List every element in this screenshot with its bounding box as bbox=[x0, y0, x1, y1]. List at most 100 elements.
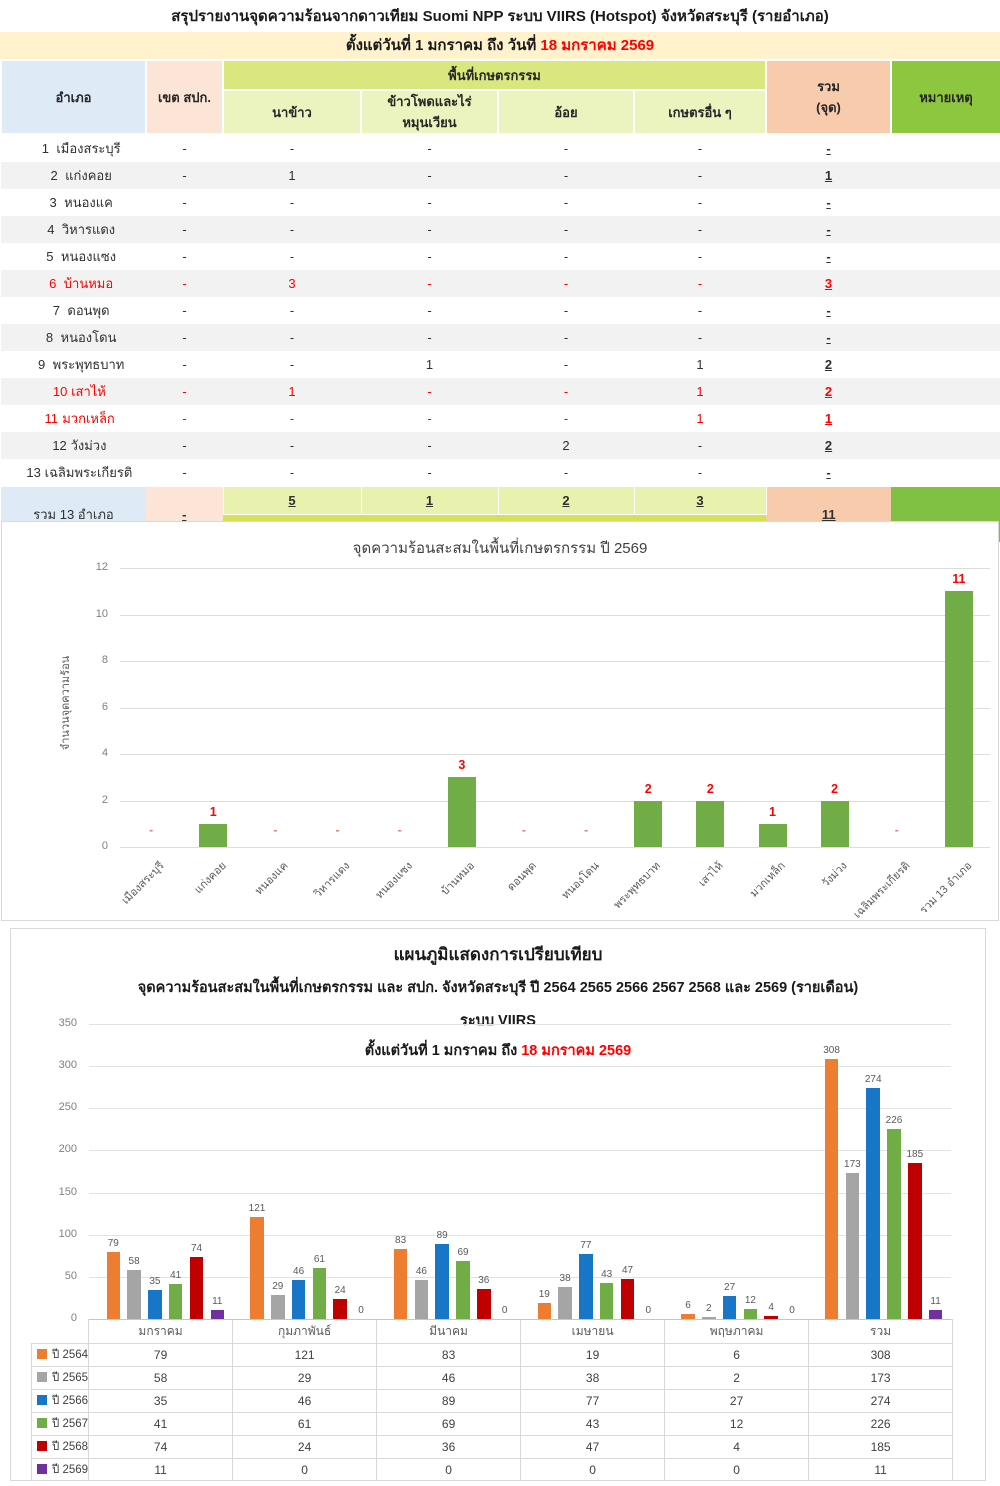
agri-value-cell: - bbox=[361, 216, 498, 243]
district-name-cell: 4 วิหารแดง bbox=[1, 216, 146, 243]
district-name-cell: 8 หนองโดน bbox=[1, 324, 146, 351]
gridline bbox=[120, 847, 990, 848]
agri-value-cell: - bbox=[697, 303, 703, 318]
bar-value-label: 83 bbox=[395, 1235, 407, 1246]
bar-value-label: 2 bbox=[706, 781, 714, 796]
legend-swatch-icon bbox=[37, 1441, 47, 1451]
bar-value-label: 58 bbox=[128, 1256, 140, 1268]
bar-value-label: 46 bbox=[293, 1266, 305, 1278]
agri-value-cell: - bbox=[563, 249, 569, 264]
row-total-cell[interactable]: 1 bbox=[766, 405, 891, 432]
row-total-cell[interactable]: 1 bbox=[766, 162, 891, 189]
district-row: 7 ดอนพุด - - - - - - bbox=[1, 297, 1000, 324]
district-row: 8 หนองโดน - - - - - - bbox=[1, 324, 1000, 351]
footer-rice-total[interactable]: 5 bbox=[222, 486, 362, 515]
chart-bar bbox=[199, 823, 228, 848]
chart-bar bbox=[681, 1313, 695, 1319]
gridline bbox=[89, 1150, 951, 1152]
footer-sugarcane-total[interactable]: 2 bbox=[497, 486, 635, 515]
row-total-cell[interactable]: - bbox=[766, 216, 891, 243]
district-number: 11 bbox=[44, 411, 58, 426]
row-total-cell[interactable]: - bbox=[766, 243, 891, 270]
spk-cell: - bbox=[182, 303, 187, 318]
district-number: 4 bbox=[47, 222, 55, 237]
bar-value-label: 36 bbox=[478, 1274, 490, 1286]
spk-cell: - bbox=[146, 270, 223, 297]
district-table-body: 1 เมืองสระบุรี - - - - - -2 แก่งคอย -1- - -1 3 หนองแค… bbox=[1, 134, 1000, 487]
agri-value-cell: - bbox=[289, 303, 295, 318]
row-total-cell[interactable]: 3 bbox=[766, 270, 891, 297]
spk-cell: - bbox=[146, 432, 223, 459]
agri-value-cell: - bbox=[289, 249, 295, 264]
zero-marker: - bbox=[149, 823, 154, 837]
series-value-cell: 12 bbox=[664, 1412, 810, 1436]
row-total-value: - bbox=[826, 222, 831, 237]
col-header-other: เกษตรอื่น ๆ bbox=[633, 89, 767, 135]
district-chart-panel: จุดความร้อนสะสมในพื้นที่เกษตรกรรม ปี 256… bbox=[1, 521, 999, 921]
note-cell bbox=[891, 134, 1000, 162]
series-value-cell: 89 bbox=[376, 1389, 522, 1413]
legend-swatch-icon bbox=[37, 1464, 47, 1474]
row-total-cell[interactable]: - bbox=[766, 189, 891, 216]
chart2-title: แผนภูมิแสดงการเปรียบเทียบ bbox=[11, 941, 985, 968]
row-total-cell[interactable]: - bbox=[766, 324, 891, 351]
bar-value-label: 11 bbox=[212, 1295, 223, 1307]
col-header-sugarcane: อ้อย bbox=[497, 89, 635, 135]
row-total-cell[interactable]: - bbox=[766, 297, 891, 324]
footer-corn-total[interactable]: 1 bbox=[360, 486, 499, 515]
row-total-cell[interactable]: 2 bbox=[766, 432, 891, 459]
note-cell bbox=[891, 459, 1000, 487]
footer-rice-total-value: 5 bbox=[288, 493, 296, 508]
x-axis-label: รวม 13 อำเภอ bbox=[833, 857, 975, 917]
agri-value-cell: - bbox=[223, 432, 361, 459]
district-name-cell: 1 เมืองสระบุรี bbox=[1, 134, 146, 162]
agri-value-cell: - bbox=[223, 216, 361, 243]
bar-value-label: 41 bbox=[170, 1270, 182, 1282]
zero-value-label: 0 bbox=[358, 1305, 364, 1316]
gridline bbox=[89, 1192, 951, 1194]
bar-value-label: 79 bbox=[107, 1238, 119, 1250]
agri-value-cell: - bbox=[289, 195, 295, 210]
district-name: หนองแซง bbox=[60, 249, 117, 264]
agri-value-cell: - bbox=[427, 411, 432, 426]
bar-value-label: 38 bbox=[559, 1273, 571, 1284]
gridline bbox=[120, 800, 990, 802]
row-total-cell[interactable]: 2 bbox=[766, 378, 891, 405]
footer-other-total[interactable]: 3 bbox=[633, 486, 767, 515]
agri-value-cell: - bbox=[563, 195, 569, 210]
legend-key: ปี 2568 bbox=[30, 1435, 90, 1459]
bar-value-label: 1 bbox=[209, 804, 217, 819]
district-name-cell: 9 พระพุทธบาท bbox=[1, 351, 146, 378]
row-total-value: 2 bbox=[824, 357, 833, 372]
zero-marker: - bbox=[335, 823, 340, 837]
district-name: ดอนพุด bbox=[67, 303, 110, 318]
row-total-value: - bbox=[826, 141, 831, 156]
row-total-cell[interactable]: - bbox=[766, 134, 891, 162]
row-total-cell[interactable]: 2 bbox=[766, 351, 891, 378]
legend-key: ปี 2566 bbox=[30, 1389, 90, 1413]
gridline bbox=[120, 754, 990, 755]
subtitle-prefix: ตั้งแต่วันที่ 1 มกราคม ถึง วันที่ bbox=[345, 37, 541, 54]
agri-value-cell: 2 bbox=[498, 432, 634, 459]
district-name: วังม่วง bbox=[70, 438, 107, 453]
series-value-cell: 83 bbox=[376, 1343, 522, 1367]
series-value-cell: 6 bbox=[664, 1343, 810, 1367]
chart-bar bbox=[845, 1173, 860, 1319]
note-cell bbox=[891, 297, 1000, 324]
agri-value-cell: - bbox=[223, 324, 361, 351]
col-header-agri-group: พื้นที่เกษตรกรรม bbox=[222, 59, 767, 91]
col-header-total-line2: (จุด) bbox=[816, 100, 841, 115]
legend-key: ปี 2567 bbox=[30, 1412, 90, 1436]
row-total-cell[interactable]: - bbox=[766, 459, 891, 487]
y-axis-tick: 50 bbox=[64, 1269, 77, 1282]
agri-value-cell: - bbox=[697, 141, 703, 156]
legend-key: ปี 2569 bbox=[30, 1458, 90, 1480]
district-name: หนองแค bbox=[64, 195, 113, 210]
gridline bbox=[120, 568, 990, 569]
gridline bbox=[89, 1066, 951, 1068]
spk-cell: - bbox=[182, 357, 187, 372]
chart2-date-line-text: ตั้งแต่วันที่ 1 มกราคม ถึง 18 มกราคม 256… bbox=[356, 1039, 640, 1062]
footer-row: รวม 13 อำเภอ - 5 1 2 3 11 bbox=[1, 486, 1000, 542]
series-value-cell: 0 bbox=[376, 1458, 522, 1480]
chart-bar bbox=[702, 1317, 716, 1319]
